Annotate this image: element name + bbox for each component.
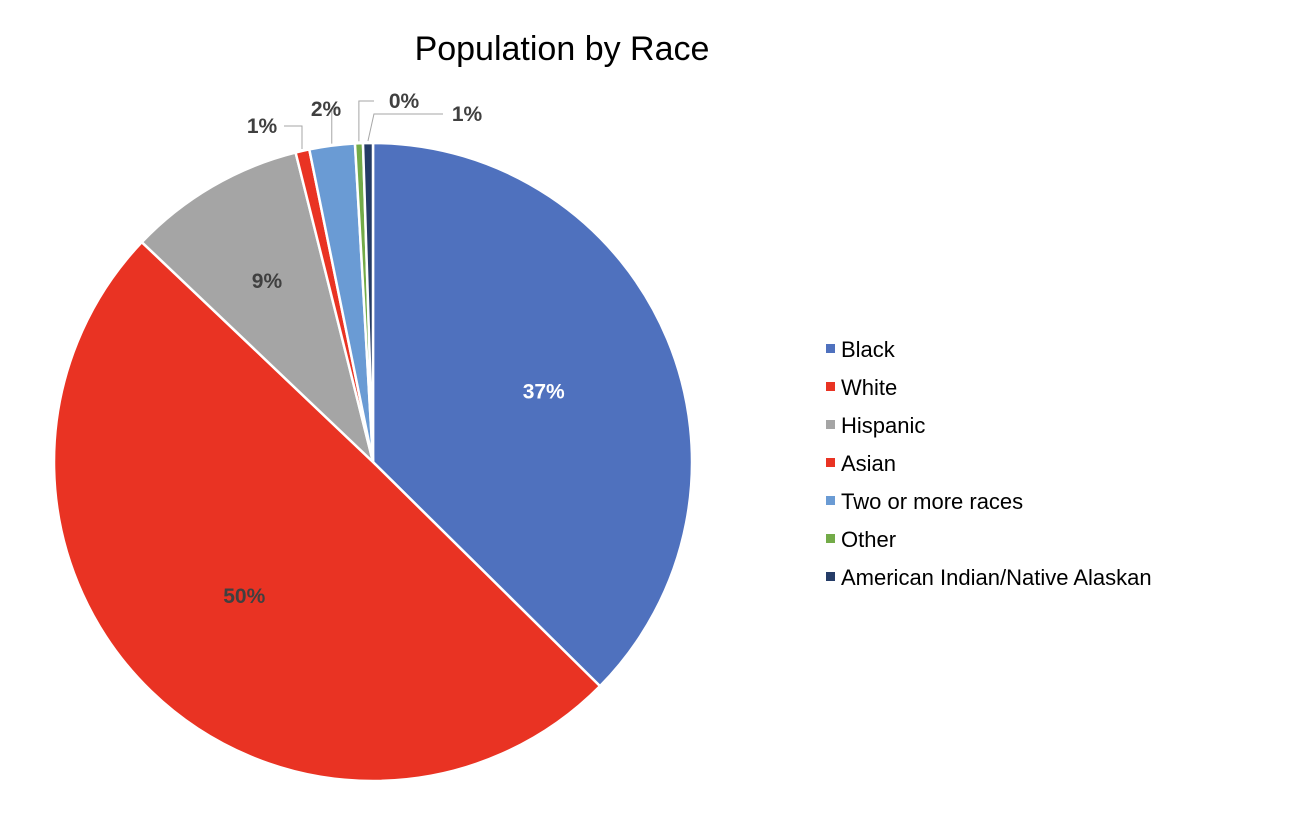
- leader-line-asian: [284, 125, 303, 149]
- leader-line-two-or-more-races: [331, 108, 340, 144]
- leader-line-other: [358, 100, 374, 142]
- pie-slice-american-indian-native-alaskan: [361, 141, 375, 463]
- data-label-black: 37%: [523, 381, 565, 404]
- legend-label-other: Other: [841, 527, 896, 552]
- data-label-two-or-more-races: 2%: [311, 98, 342, 121]
- pie-slice-white: [52, 240, 602, 783]
- leader-lines: [284, 100, 443, 149]
- legend-swatch-two-or-more-races: [826, 496, 835, 505]
- pie-slice-hispanic: [140, 151, 376, 466]
- data-label-asian: 1%: [247, 115, 278, 138]
- legend-swatch-black: [826, 344, 835, 353]
- pie-slices: [52, 141, 694, 783]
- data-labels: 37% 50% 9% 1% 2% 0% 1%: [223, 90, 565, 608]
- legend-label-asian: Asian: [841, 451, 896, 476]
- legend-swatch-other: [826, 534, 835, 543]
- legend-swatch-hispanic: [826, 420, 835, 429]
- legend-swatch-asian: [826, 458, 835, 467]
- legend-label-white: White: [841, 375, 897, 400]
- data-label-white: 50%: [223, 585, 265, 608]
- legend: Black White Hispanic Asian Two or more races…: [826, 337, 1152, 590]
- data-label-hispanic: 9%: [252, 270, 283, 293]
- legend-label-black: Black: [841, 337, 896, 362]
- legend-label-two-or-more-races: Two or more races: [841, 489, 1023, 514]
- legend-label-hispanic: Hispanic: [841, 413, 925, 438]
- pie-slice-black: [371, 141, 694, 688]
- leader-line-american-indian-native-alaskan: [367, 113, 443, 142]
- legend-swatch-white: [826, 382, 835, 391]
- data-label-other: 0%: [389, 90, 420, 113]
- legend-swatch-american-indian-native-alaskan: [826, 572, 835, 581]
- legend-label-american-indian-native-alaskan: American Indian/Native Alaskan: [841, 565, 1152, 590]
- data-label-american-indian-native-alaskan: 1%: [452, 103, 483, 126]
- chart-title: Population by Race: [415, 30, 710, 68]
